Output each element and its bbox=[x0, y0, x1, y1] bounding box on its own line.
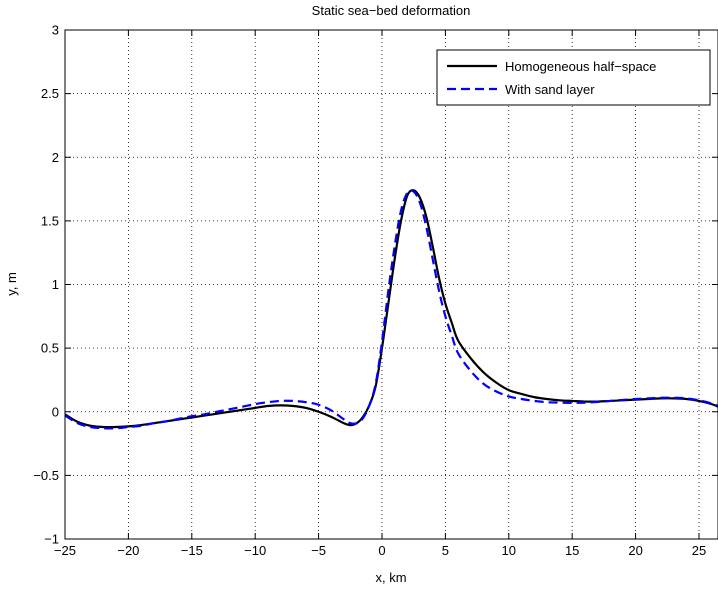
y-axis-label: y, m bbox=[4, 272, 19, 296]
x-tick-label: −5 bbox=[311, 543, 326, 558]
legend: Homogeneous half−space With sand layer bbox=[436, 49, 711, 106]
y-axis: −1 −0.5 0 0.5 1 1.5 2 2.5 3 bbox=[33, 23, 718, 547]
x-tick-label: 0 bbox=[378, 543, 385, 558]
legend-label-homogeneous: Homogeneous half−space bbox=[505, 59, 656, 74]
y-tick-label: −1 bbox=[44, 532, 59, 547]
x-tick-label: −10 bbox=[244, 543, 266, 558]
series-line-sand-layer bbox=[65, 189, 718, 430]
y-tick-label: 0 bbox=[52, 404, 59, 419]
y-tick-label: 0.5 bbox=[41, 341, 59, 356]
y-tick-label: 3 bbox=[52, 23, 59, 38]
legend-label-sand-layer: With sand layer bbox=[505, 82, 595, 97]
y-tick-label: 1 bbox=[52, 277, 59, 292]
x-tick-label: 10 bbox=[502, 543, 516, 558]
x-tick-label: 5 bbox=[442, 543, 449, 558]
x-tick-label: −15 bbox=[181, 543, 203, 558]
x-axis-label: x, km bbox=[375, 570, 406, 585]
series-layer bbox=[65, 189, 718, 430]
x-tick-label: 15 bbox=[565, 543, 579, 558]
legend-box bbox=[436, 49, 711, 106]
y-tick-label: −0.5 bbox=[33, 468, 59, 483]
chart-title: Static sea−bed deformation bbox=[312, 3, 471, 18]
y-tick-label: 2.5 bbox=[41, 86, 59, 101]
x-tick-label: −20 bbox=[117, 543, 139, 558]
y-tick-label: 2 bbox=[52, 150, 59, 165]
x-axis: −25 −20 −15 −10 −5 0 5 10 15 20 25 bbox=[54, 30, 706, 558]
grid-lines bbox=[65, 30, 718, 539]
y-tick-label: 1.5 bbox=[41, 213, 59, 228]
x-tick-label: 20 bbox=[628, 543, 642, 558]
x-tick-label: −25 bbox=[54, 543, 76, 558]
x-tick-label: 25 bbox=[692, 543, 706, 558]
